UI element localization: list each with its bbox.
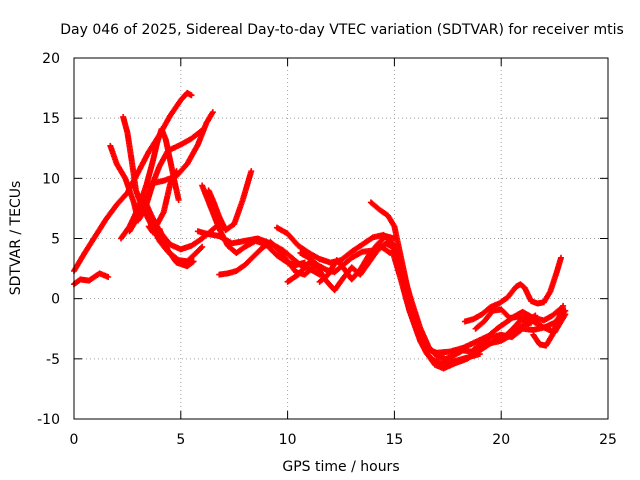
data-point	[173, 168, 180, 175]
grid	[74, 58, 608, 419]
y-tick-label: -10	[37, 412, 60, 428]
series-track-25	[135, 168, 180, 228]
y-tick-label: 10	[42, 171, 60, 187]
x-tick-label: 20	[492, 432, 510, 448]
data-point	[198, 244, 205, 251]
series-track-2	[71, 270, 112, 288]
data-point	[189, 259, 196, 266]
y-tick-label: 15	[42, 111, 60, 127]
data-point	[197, 128, 204, 135]
series-track-21	[461, 254, 565, 325]
data-point	[560, 302, 567, 309]
x-tick-label: 10	[279, 432, 297, 448]
data-point	[209, 109, 216, 116]
data-point	[558, 254, 565, 261]
series-track-23	[530, 302, 567, 349]
series-track-24	[472, 306, 539, 332]
x-tick-label: 0	[70, 432, 79, 448]
data-point	[532, 312, 539, 319]
chart-title: Day 046 of 2025, Sidereal Day-to-day VTE…	[60, 22, 624, 38]
x-axis-label: GPS time / hours	[282, 459, 399, 475]
data-point	[105, 274, 112, 281]
data-point	[199, 243, 206, 250]
series-track-10	[205, 168, 255, 234]
data-point	[562, 311, 569, 318]
data-point	[199, 127, 206, 134]
x-tick-label: 15	[385, 432, 403, 448]
x-axis-ticks: 0 5 10 15 20 25	[70, 58, 617, 448]
x-tick-label: 5	[176, 432, 185, 448]
y-axis-label: SDTVAR / TECUs	[8, 181, 24, 296]
series-track-8	[145, 223, 197, 270]
data-point	[175, 196, 182, 203]
series-track-16	[316, 233, 398, 285]
series-track-22	[476, 319, 535, 350]
x-tick-label: 25	[599, 432, 617, 448]
data-point	[190, 258, 197, 265]
y-tick-label: 20	[42, 51, 60, 67]
y-tick-label: 0	[51, 292, 60, 308]
y-tick-label: 5	[51, 232, 60, 248]
y-axis-ticks: -10 -5 0 5 10 15 20	[37, 51, 608, 428]
data-point	[188, 92, 195, 99]
y-tick-label: -5	[46, 352, 60, 368]
data-marks	[71, 89, 569, 372]
data-point	[248, 168, 255, 175]
